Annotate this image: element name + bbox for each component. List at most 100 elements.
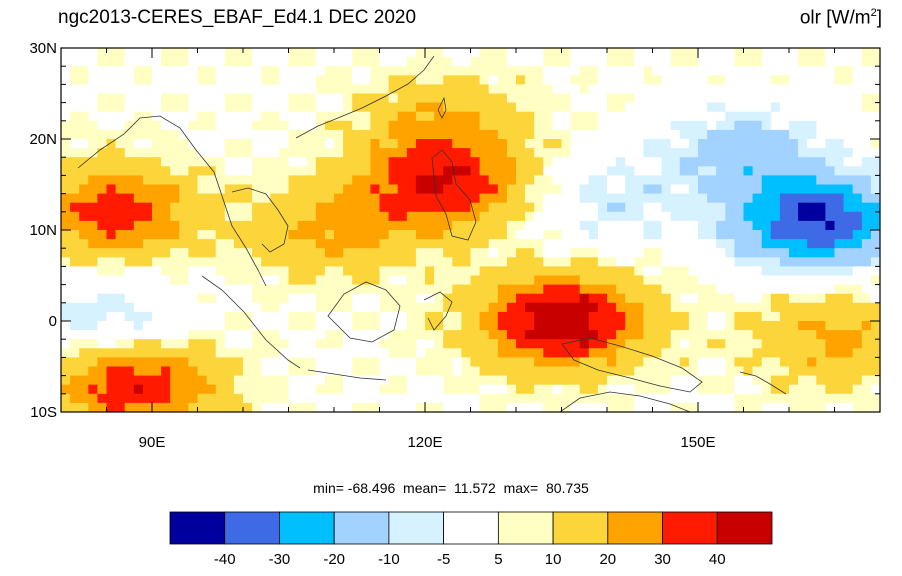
- olr-cell: [434, 220, 444, 231]
- olr-cell: [461, 111, 472, 122]
- olr-cell: [406, 139, 417, 149]
- olr-cell: [616, 311, 626, 322]
- olr-cell: [343, 184, 353, 195]
- olr-cell: [434, 157, 444, 167]
- olr-cell: [661, 311, 672, 322]
- olr-cell: [488, 211, 499, 222]
- olr-cell: [552, 48, 563, 58]
- olr-cell: [506, 230, 517, 240]
- olr-cell: [534, 184, 544, 195]
- olr-cell: [215, 257, 226, 267]
- olr-cell: [288, 266, 299, 277]
- olr-cell: [142, 302, 153, 313]
- olr-cell: [188, 266, 199, 277]
- olr-cell: [379, 257, 390, 267]
- olr-cell: [779, 75, 790, 85]
- olr-cell: [324, 330, 335, 340]
- coastline-sumatra: [201, 275, 301, 369]
- olr-cell: [124, 57, 135, 67]
- olr-cell: [252, 402, 262, 412]
- olr-cell: [561, 129, 572, 140]
- olr-cell: [388, 266, 399, 277]
- olr-cell: [852, 102, 863, 113]
- olr-cell: [425, 302, 435, 313]
- olr-cell: [188, 275, 199, 286]
- olr-cell: [861, 302, 872, 313]
- olr-cell: [352, 120, 362, 131]
- olr-cell: [789, 139, 799, 149]
- olr-cell: [97, 84, 108, 95]
- olr-cell: [270, 148, 280, 158]
- olr-cell: [388, 111, 399, 122]
- olr-cell: [743, 157, 754, 167]
- olr-cell: [388, 357, 399, 368]
- olr-cell: [516, 257, 526, 267]
- olr-cell: [534, 66, 544, 76]
- olr-cell: [152, 75, 162, 85]
- olr-cell: [661, 66, 672, 76]
- olr-cell: [761, 293, 772, 304]
- olr-cell: [142, 157, 153, 167]
- olr-cell: [534, 321, 544, 331]
- olr-cell: [215, 339, 226, 349]
- olr-cell: [188, 393, 199, 404]
- olr-cell: [688, 293, 699, 304]
- olr-cell: [188, 93, 199, 104]
- colorbar-label: -30: [269, 551, 291, 568]
- olr-cell: [870, 357, 880, 368]
- olr-cell: [779, 120, 790, 131]
- olr-cell: [161, 84, 171, 95]
- olr-cell: [861, 402, 872, 412]
- olr-cell: [543, 175, 553, 186]
- olr-cell: [607, 393, 617, 404]
- olr-cell: [88, 266, 98, 277]
- olr-cell: [534, 339, 544, 349]
- olr-cell: [479, 111, 490, 122]
- olr-cell: [388, 129, 399, 140]
- olr-cell: [334, 57, 344, 67]
- olr-cell: [798, 357, 808, 368]
- olr-cell: [798, 330, 808, 340]
- olr-cell: [124, 211, 135, 222]
- olr-cell: [579, 111, 590, 122]
- olr-cell: [561, 284, 572, 295]
- olr-cell: [324, 384, 335, 395]
- olr-cell: [425, 184, 435, 195]
- olr-cell: [425, 48, 435, 58]
- olr-cell: [270, 111, 280, 122]
- olr-cell: [334, 366, 344, 377]
- olr-cell: [306, 48, 317, 58]
- olr-cell: [789, 66, 799, 76]
- olr-cell: [597, 293, 608, 304]
- olr-cell: [261, 202, 271, 213]
- olr-cell: [252, 148, 262, 158]
- olr-cell: [752, 230, 763, 240]
- olr-cell: [79, 275, 89, 286]
- olr-cell: [734, 348, 745, 358]
- olr-cell: [324, 129, 335, 140]
- olr-cell: [224, 166, 235, 176]
- olr-cell: [825, 330, 836, 340]
- olr-cell: [506, 211, 517, 222]
- olr-cell: [279, 330, 290, 340]
- olr-cell: [334, 275, 344, 286]
- olr-cell: [798, 148, 808, 158]
- olr-cell: [552, 384, 563, 395]
- olr-cell: [70, 84, 80, 95]
- olr-cell: [852, 266, 863, 277]
- olr-cell: [625, 375, 635, 386]
- olr-cell: [70, 348, 80, 358]
- olr-cell: [679, 366, 690, 377]
- olr-cell: [625, 175, 635, 186]
- olr-cell: [315, 175, 326, 186]
- olr-cell: [252, 330, 262, 340]
- olr-cell: [497, 57, 508, 67]
- olr-cell: [661, 220, 672, 231]
- olr-cell: [406, 402, 417, 412]
- olr-cell: [597, 148, 608, 158]
- olr-cell: [434, 239, 444, 249]
- olr-cell: [233, 384, 244, 395]
- olr-cell: [124, 330, 135, 340]
- olr-cell: [397, 348, 408, 358]
- olr-cell: [698, 157, 708, 167]
